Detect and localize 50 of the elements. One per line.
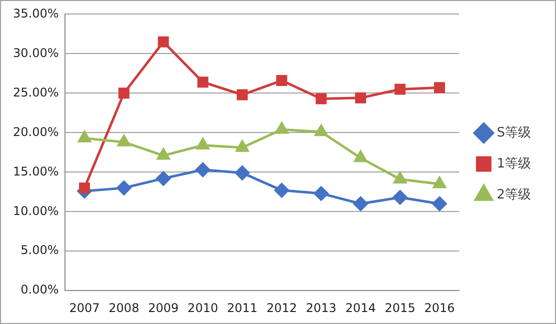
x-tick-label: 2010: [188, 300, 218, 315]
point: [116, 180, 132, 196]
point: [156, 148, 170, 160]
point: [275, 122, 288, 134]
y-tick-label: 10.00%: [12, 204, 59, 218]
x-tick-label: 2014: [345, 300, 376, 315]
point: [432, 196, 447, 211]
x-tick-label: 2007: [69, 300, 100, 315]
legend-label: 1等级: [496, 156, 532, 172]
x-tick-label: 2008: [108, 300, 140, 315]
point: [316, 93, 327, 104]
y-tick-label: 35.00%: [12, 6, 59, 20]
point: [236, 140, 249, 152]
point: [117, 134, 130, 146]
point: [394, 172, 407, 184]
y-tick-label: 25.00%: [12, 85, 59, 100]
point: [197, 76, 208, 88]
x-tick-label: 2009: [148, 300, 179, 315]
point: [158, 36, 169, 48]
point: [156, 171, 171, 186]
point: [392, 190, 408, 205]
x-tick-label: 2012: [266, 300, 297, 315]
point: [118, 88, 130, 99]
x-tick-label: 2016: [424, 300, 455, 315]
point: [354, 150, 368, 162]
point: [434, 82, 445, 94]
point: [274, 183, 289, 198]
y-tick-label: 20.00%: [12, 124, 59, 139]
point: [196, 162, 210, 178]
y-tick-label: 15.00%: [12, 164, 59, 178]
point: [236, 89, 248, 100]
point: [355, 92, 366, 104]
y-tick-label: 30.00%: [12, 46, 59, 60]
y-tick-label: 5.00%: [20, 243, 59, 258]
point: [353, 196, 368, 211]
x-tick-label: 2015: [384, 300, 416, 315]
legend-label: S等级: [496, 125, 531, 140]
x-tick-label: 2011: [226, 300, 258, 315]
legend-label: 2等级: [496, 187, 532, 202]
point: [235, 166, 250, 180]
point: [314, 186, 328, 201]
point: [276, 75, 288, 86]
point: [78, 182, 90, 194]
point: [394, 84, 406, 95]
x-tick-label: 2013: [306, 300, 336, 315]
y-tick-label: 0.00%: [20, 282, 59, 297]
point: [433, 176, 446, 188]
point: [314, 124, 328, 136]
point: [78, 130, 91, 142]
point: [196, 138, 210, 150]
